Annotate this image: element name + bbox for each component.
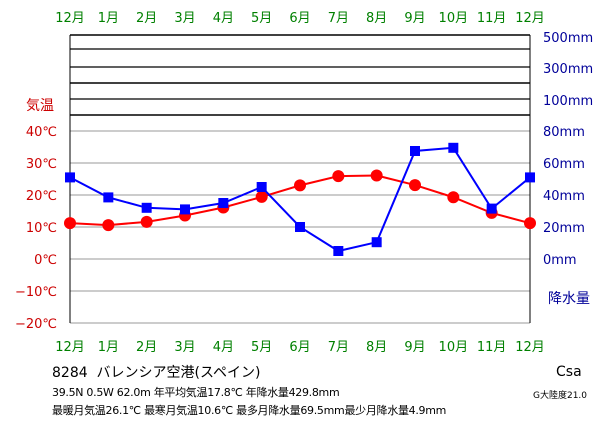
temperature-point [64, 217, 76, 230]
temp-tick-label: −20℃ [15, 317, 57, 332]
annual-precip: 年降水量429.8mm [245, 386, 340, 399]
station-stats-line-2: 最暖月気温26.1℃ 最寒月気温10.6℃ 最多月降水量69.5mm最少月降水量… [52, 402, 446, 418]
station-name: バレンシア空港(スペイン) [96, 365, 261, 381]
precip-upper-tick-label: 100mm [543, 94, 593, 109]
month-label-top: 11月 [477, 11, 507, 26]
temp-tick-label: 30℃ [26, 157, 57, 172]
temperature-point [140, 215, 153, 228]
precip-tick-label: 40mm [543, 189, 585, 204]
month-label-top: 1月 [98, 11, 119, 26]
month-label-top: 2月 [136, 11, 157, 26]
temp-tick-label: −10℃ [15, 285, 57, 300]
station-name-line: 8284 バレンシア空港(スペイン) [52, 362, 261, 382]
temperature-point [447, 191, 460, 204]
precipitation-point [218, 198, 229, 208]
temperature-point [409, 179, 421, 192]
month-label-top: 7月 [328, 11, 349, 26]
precipitation-point [141, 202, 152, 213]
month-label-top: 6月 [289, 11, 310, 26]
temp-tick-label: 40℃ [26, 125, 57, 140]
precipitation-point [180, 204, 190, 215]
month-label-bottom: 1月 [98, 340, 119, 355]
precipitation-point [65, 172, 75, 183]
warmest-month-temp: 最暖月気温26.1℃ [52, 404, 141, 417]
month-label-top: 12月 [515, 11, 545, 26]
coldest-month-temp: 最寒月気温10.6℃ [144, 404, 233, 417]
month-label-top: 3月 [174, 11, 195, 26]
station-stats-line-1: 39.5N 0.5W 62.0m 年平均気温17.8℃ 年降水量429.8mm [52, 384, 340, 400]
precipitation-point [295, 222, 305, 232]
month-label-bottom: 8月 [366, 340, 387, 355]
temp-tick-label: 20℃ [26, 189, 57, 204]
precipitation-point [448, 142, 459, 153]
precip-tick-label: 0mm [543, 253, 577, 268]
temp-tick-label: 10℃ [26, 221, 57, 236]
temperature-point [332, 170, 345, 183]
month-label-top: 4月 [213, 11, 234, 26]
precip-upper-tick-label: 300mm [543, 62, 593, 77]
month-label-bottom: 3月 [174, 340, 195, 355]
month-label-top: 9月 [404, 11, 425, 26]
month-label-bottom: 7月 [328, 340, 349, 355]
month-label-bottom: 9月 [404, 340, 425, 355]
month-label-bottom: 12月 [55, 340, 85, 355]
temperature-point [294, 179, 306, 192]
month-label-top: 8月 [366, 11, 387, 26]
station-coords: 39.5N 0.5W 62.0m [52, 386, 151, 399]
annual-mean-temp: 年平均気温17.8℃ [153, 386, 243, 399]
precipitation-point [371, 237, 382, 248]
month-label-bottom: 11月 [477, 340, 507, 355]
precipitation-point [333, 246, 344, 256]
precipitation-point [525, 172, 535, 183]
temperature-point [524, 217, 536, 230]
wettest-month-precip: 最多月降水量69.5mm [236, 404, 345, 417]
precip-upper-tick-label: 500mm [543, 31, 593, 46]
temperature-point [255, 190, 268, 203]
precip-axis-label: 降水量 [548, 291, 590, 307]
precipitation-point [486, 203, 497, 214]
temp-tick-label: 0℃ [34, 253, 57, 268]
month-label-bottom: 10月 [439, 340, 469, 355]
month-label-top: 5月 [251, 11, 272, 26]
precip-tick-label: 60mm [543, 157, 585, 172]
temperature-point [102, 219, 115, 232]
temperature-point [370, 169, 383, 182]
station-code: 8284 [52, 365, 88, 381]
month-label-top: 12月 [55, 11, 85, 26]
month-label-bottom: 4月 [213, 340, 234, 355]
month-label-bottom: 5月 [251, 340, 272, 355]
precipitation-point [256, 182, 267, 192]
month-label-top: 10月 [439, 11, 469, 26]
precipitation-point [103, 192, 114, 203]
month-label-bottom: 2月 [136, 340, 157, 355]
month-label-bottom: 6月 [289, 340, 310, 355]
precip-tick-label: 80mm [543, 125, 585, 140]
climate-class-label: Csa [556, 364, 582, 380]
precipitation-point [410, 146, 420, 156]
month-label-bottom: 12月 [515, 340, 545, 355]
continentality-label: G大陸度21.0 [533, 391, 588, 401]
precip-tick-label: 20mm [543, 221, 585, 236]
driest-month-precip: 最少月降水量4.9mm [344, 404, 447, 417]
temp-axis-label: 気温 [26, 98, 54, 114]
